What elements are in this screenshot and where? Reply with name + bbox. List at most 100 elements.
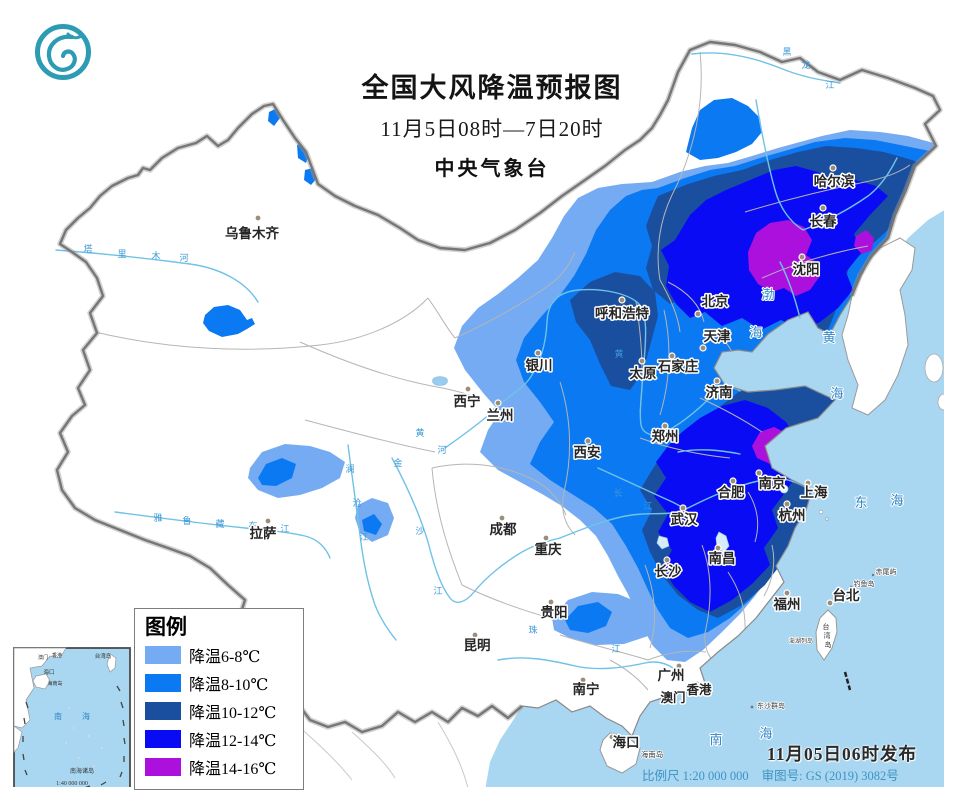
map-info: 比例尺 1:20 000 000 审图号: GS (2019) 3082号 — [642, 765, 922, 784]
city-dot — [713, 377, 721, 385]
city-label: 合肥 — [718, 484, 746, 500]
city-label: 济南 — [706, 384, 733, 400]
river-label: 塔 — [83, 243, 92, 254]
island-label: 澎湖列岛 — [789, 637, 813, 645]
sea-label: 海 — [830, 386, 843, 401]
legend-box: 图例 降温6-8℃ 降温8-10℃ 降温10-12℃ 降温12-14℃ 降温14-16℃ — [134, 608, 304, 790]
inset-islets — [64, 706, 104, 768]
region-cooling-8-10 — [258, 458, 296, 486]
sea-labels: 渤海 黄海东 海南海 — [708, 286, 904, 748]
city-dot — [638, 357, 646, 365]
river-label: 河 — [437, 444, 446, 455]
legend-item-label: 降温10-12℃ — [189, 705, 277, 722]
inset-label: 南 — [54, 711, 62, 721]
city-label: 长沙 — [655, 563, 683, 579]
city-dot — [714, 544, 722, 552]
inset-label: 海南岛 — [47, 680, 62, 687]
city-dot — [534, 349, 542, 357]
city-label: 拉萨 — [250, 525, 277, 541]
city-label: 呼和浩特 — [595, 305, 649, 321]
river-label: 木 — [151, 250, 160, 261]
city-label: 香港 — [685, 682, 712, 697]
city-dot — [264, 517, 272, 525]
legend-color-swatch — [145, 702, 181, 720]
island-label: 钓鱼岛 — [854, 579, 875, 588]
city-label: 沈阳 — [793, 261, 820, 277]
river-label: 河 — [179, 252, 188, 263]
city-dot — [819, 204, 827, 212]
city-dot — [783, 500, 791, 508]
river-label: 江 — [611, 644, 620, 654]
zhoushan-islet — [818, 509, 824, 515]
river-label: 江 — [280, 524, 289, 534]
city-dot — [608, 733, 616, 741]
city-label: 澳门 — [660, 690, 685, 705]
legend-item: 降温6-8℃ — [145, 641, 295, 669]
dongsha-islet-dot — [750, 705, 754, 709]
river-label: 江 — [433, 586, 442, 596]
neighbor-borders — [297, 721, 469, 787]
nine-dash-line — [22, 685, 126, 787]
city-label: 福州 — [773, 596, 801, 612]
sea-label: 黄 — [822, 330, 835, 345]
city-dot — [668, 352, 676, 360]
hk-islet — [702, 684, 706, 688]
river-labels: 黑龙江塔里木河黄黄河金沙江澜沧江雅鲁藏布江长江珠江 — [83, 47, 834, 654]
city-label: 郑州 — [652, 428, 679, 444]
inset-label: 海口 — [43, 668, 54, 676]
legend-item: 降温14-16℃ — [145, 753, 295, 781]
region-cooling-8-10 — [686, 98, 762, 160]
sea-label: 海 — [759, 726, 772, 741]
diaoyu-islet-dot — [849, 585, 853, 589]
city-dot — [661, 422, 669, 430]
city-label: 南宁 — [573, 681, 600, 697]
cma-logo-icon — [34, 23, 92, 81]
city-label: 贵阳 — [541, 604, 568, 620]
city-dot — [494, 399, 502, 407]
region-cooling-8-10 — [203, 305, 255, 337]
island-label: 赤尾屿 — [876, 567, 897, 576]
city-label: 兰州 — [487, 407, 514, 423]
legend-item: 降温8-10℃ — [145, 669, 295, 697]
city-dot — [679, 504, 687, 512]
river-label: 澜 — [345, 464, 354, 474]
coastline — [521, 295, 853, 738]
legend-title: 图例 — [145, 615, 187, 639]
city-label: 哈尔滨 — [814, 173, 855, 189]
legend-item: 降温10-12℃ — [145, 697, 295, 725]
river-label: 藏 — [215, 518, 224, 529]
city-dot — [755, 469, 763, 477]
japan-island — [924, 353, 944, 383]
city-dot — [675, 662, 683, 670]
sea-label: 海 — [749, 325, 762, 340]
sea-label: 南 — [709, 732, 722, 747]
sea-label: 东 — [854, 495, 867, 510]
city-label: 武汉 — [671, 511, 699, 527]
city-label: 北京 — [702, 293, 729, 309]
inset-label: 澳门 — [38, 654, 48, 661]
city-label: 天津 — [704, 328, 732, 344]
city-label: 石家庄 — [657, 358, 699, 374]
legend-color-swatch — [145, 758, 181, 776]
river-label: 龙 — [801, 59, 810, 70]
city-label: 乌鲁木齐 — [225, 225, 279, 241]
city-label: 银川 — [526, 357, 553, 373]
region-cooling-8-10 — [565, 602, 612, 633]
island-label: 岛 — [825, 640, 832, 649]
inset-label: 台湾岛 — [95, 652, 112, 660]
city-label: 海口 — [613, 734, 640, 750]
city-dot — [618, 296, 626, 304]
city-dot — [584, 437, 592, 445]
river-label: 沙 — [415, 526, 424, 536]
city-dot — [471, 631, 479, 639]
inset-label: 香港 — [52, 652, 62, 659]
legend-color-swatch — [145, 730, 181, 748]
legend-color-swatch — [145, 674, 181, 692]
city-label: 上海 — [801, 484, 829, 500]
river-label: 珠 — [528, 624, 537, 635]
inset-label: 海 — [82, 711, 90, 721]
zhoushan-islet — [825, 517, 829, 521]
island-label: 湾 — [824, 631, 831, 640]
